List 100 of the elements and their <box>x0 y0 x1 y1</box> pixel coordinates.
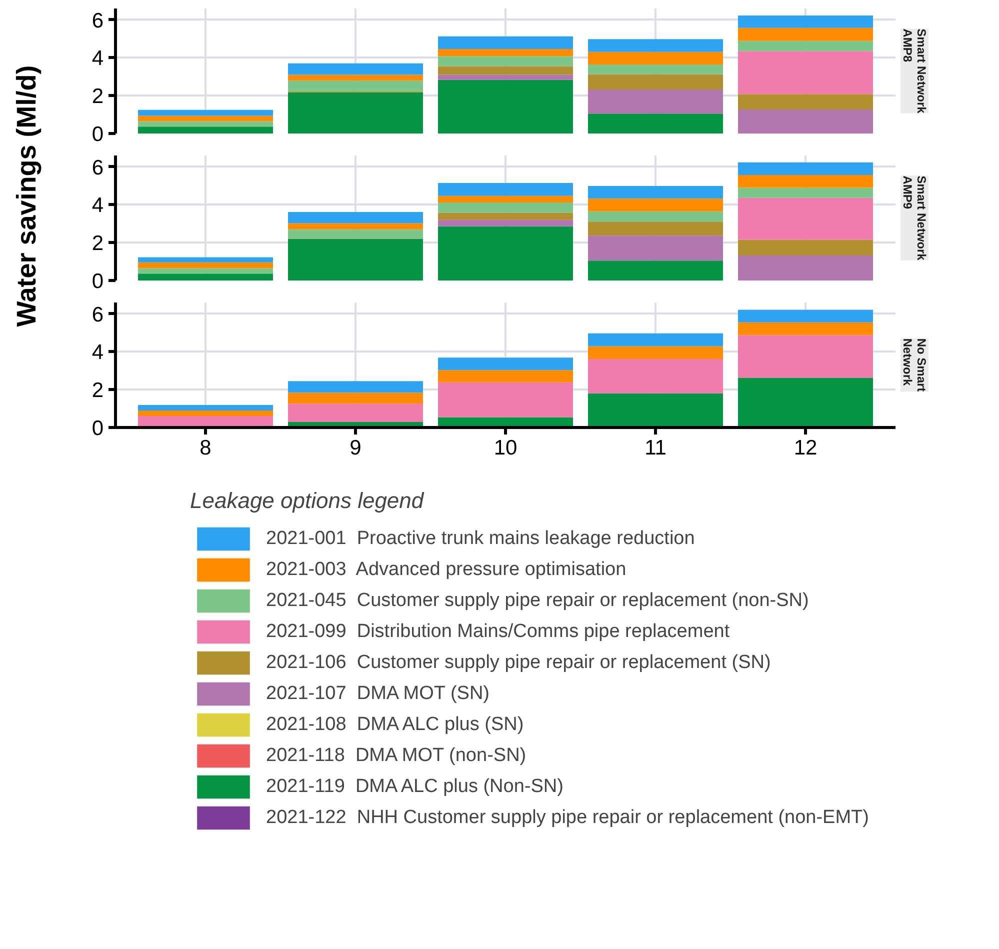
bar <box>738 378 873 428</box>
bar <box>438 66 573 75</box>
bar <box>738 16 873 28</box>
legend-label: 2021-122 NHH Customer supply pipe repair or replacement (non-EMT) <box>266 806 869 828</box>
bar <box>138 121 273 127</box>
bar <box>738 40 873 52</box>
legend-label: 2021-108 DMA ALC plus (SN) <box>266 714 524 736</box>
y-tick-label: 6 <box>92 156 104 180</box>
bar <box>738 175 873 188</box>
legend-label: 2021-045 Customer supply pipe repair or replacement (non-SN) <box>266 590 809 612</box>
legend-label: 2021-107 DMA MOT (SN) <box>266 682 490 704</box>
bar <box>588 90 723 114</box>
bar <box>588 211 723 222</box>
bar <box>138 116 273 122</box>
bar <box>738 28 873 41</box>
bar <box>438 56 573 66</box>
bar <box>288 381 423 393</box>
y-tick-label: 2 <box>92 85 104 108</box>
bar <box>438 36 573 50</box>
bar <box>738 188 873 198</box>
legend-label: 2021-001 Proactive trunk mains leakage reduction <box>266 528 695 550</box>
bar <box>438 196 573 202</box>
bar <box>438 358 573 370</box>
bar <box>588 198 723 212</box>
bar <box>438 74 573 80</box>
bar <box>288 229 423 239</box>
bar <box>588 64 723 74</box>
bar <box>738 94 873 110</box>
bar <box>288 404 423 422</box>
bar <box>138 268 273 274</box>
bar <box>438 202 573 213</box>
bar <box>138 404 273 410</box>
bar <box>438 220 573 226</box>
bar <box>738 162 873 176</box>
x-tick-label: 10 <box>494 436 518 460</box>
legend-label: 2021-106 Customer supply pipe repair or replacement (SN) <box>266 652 771 674</box>
legend-label: 2021-119 DMA ALC plus (Non-SN) <box>266 776 564 798</box>
x-tick-label: 8 <box>200 436 212 460</box>
bar <box>138 110 273 116</box>
bar <box>438 226 573 280</box>
y-tick-label: 6 <box>92 303 104 326</box>
bar <box>138 126 273 134</box>
text: Smart Network AMP9 <box>900 176 928 261</box>
bar <box>288 74 423 81</box>
bar <box>438 370 573 382</box>
bar <box>588 74 723 90</box>
bar <box>588 346 723 359</box>
bar <box>738 51 873 94</box>
x-tick-label: 12 <box>794 436 818 460</box>
legend-label: 2021-118 DMA MOT (non-SN) <box>266 744 526 766</box>
y-axis-title: Water savings (Ml/d) <box>10 64 43 329</box>
bar <box>138 257 273 262</box>
bar <box>288 92 423 134</box>
bar <box>288 239 423 280</box>
bar <box>288 223 423 230</box>
legend-label: 2021-003 Advanced pressure optimisation <box>266 558 626 580</box>
bar <box>288 212 423 224</box>
bar <box>588 52 723 65</box>
bar <box>738 240 873 256</box>
y-tick-label: 2 <box>92 379 104 402</box>
bar <box>588 260 723 280</box>
y-tick-label: 4 <box>92 341 104 364</box>
y-tick-label: 6 <box>92 9 104 32</box>
bar <box>588 358 723 394</box>
y-tick-label: 4 <box>92 47 104 70</box>
bar <box>588 333 723 346</box>
bar <box>738 335 873 378</box>
bar <box>138 274 273 280</box>
bar <box>738 322 873 336</box>
bar <box>438 49 573 56</box>
bar <box>738 198 873 240</box>
bar <box>738 256 873 280</box>
bar <box>588 186 723 199</box>
text: No Smart Network <box>900 338 928 392</box>
bar <box>438 182 573 196</box>
bar <box>288 392 423 404</box>
y-tick-label: 2 <box>92 232 104 256</box>
bar <box>288 80 423 92</box>
bar <box>588 39 723 52</box>
bar <box>588 393 723 428</box>
y-tick-label: 0 <box>92 123 104 146</box>
bar <box>288 63 423 75</box>
bar <box>438 212 573 220</box>
y-tick-label: 0 <box>92 270 104 293</box>
legend-title: Leakage options legend <box>190 488 426 514</box>
text: Smart Network AMP8 <box>900 28 928 114</box>
bar <box>438 382 573 418</box>
bar <box>138 262 273 268</box>
bar <box>588 114 723 134</box>
y-tick-label: 4 <box>92 194 104 218</box>
y-tick-label: 0 <box>92 417 104 440</box>
bar <box>588 236 723 261</box>
bar <box>138 410 273 416</box>
x-tick-label: 11 <box>644 436 666 460</box>
legend-label: 2021-099 Distribution Mains/Comms pipe replacement <box>266 620 730 642</box>
bar <box>738 109 873 134</box>
x-tick-label: 9 <box>350 436 362 460</box>
bar <box>588 222 723 236</box>
bar <box>438 80 573 134</box>
bar <box>738 310 873 322</box>
